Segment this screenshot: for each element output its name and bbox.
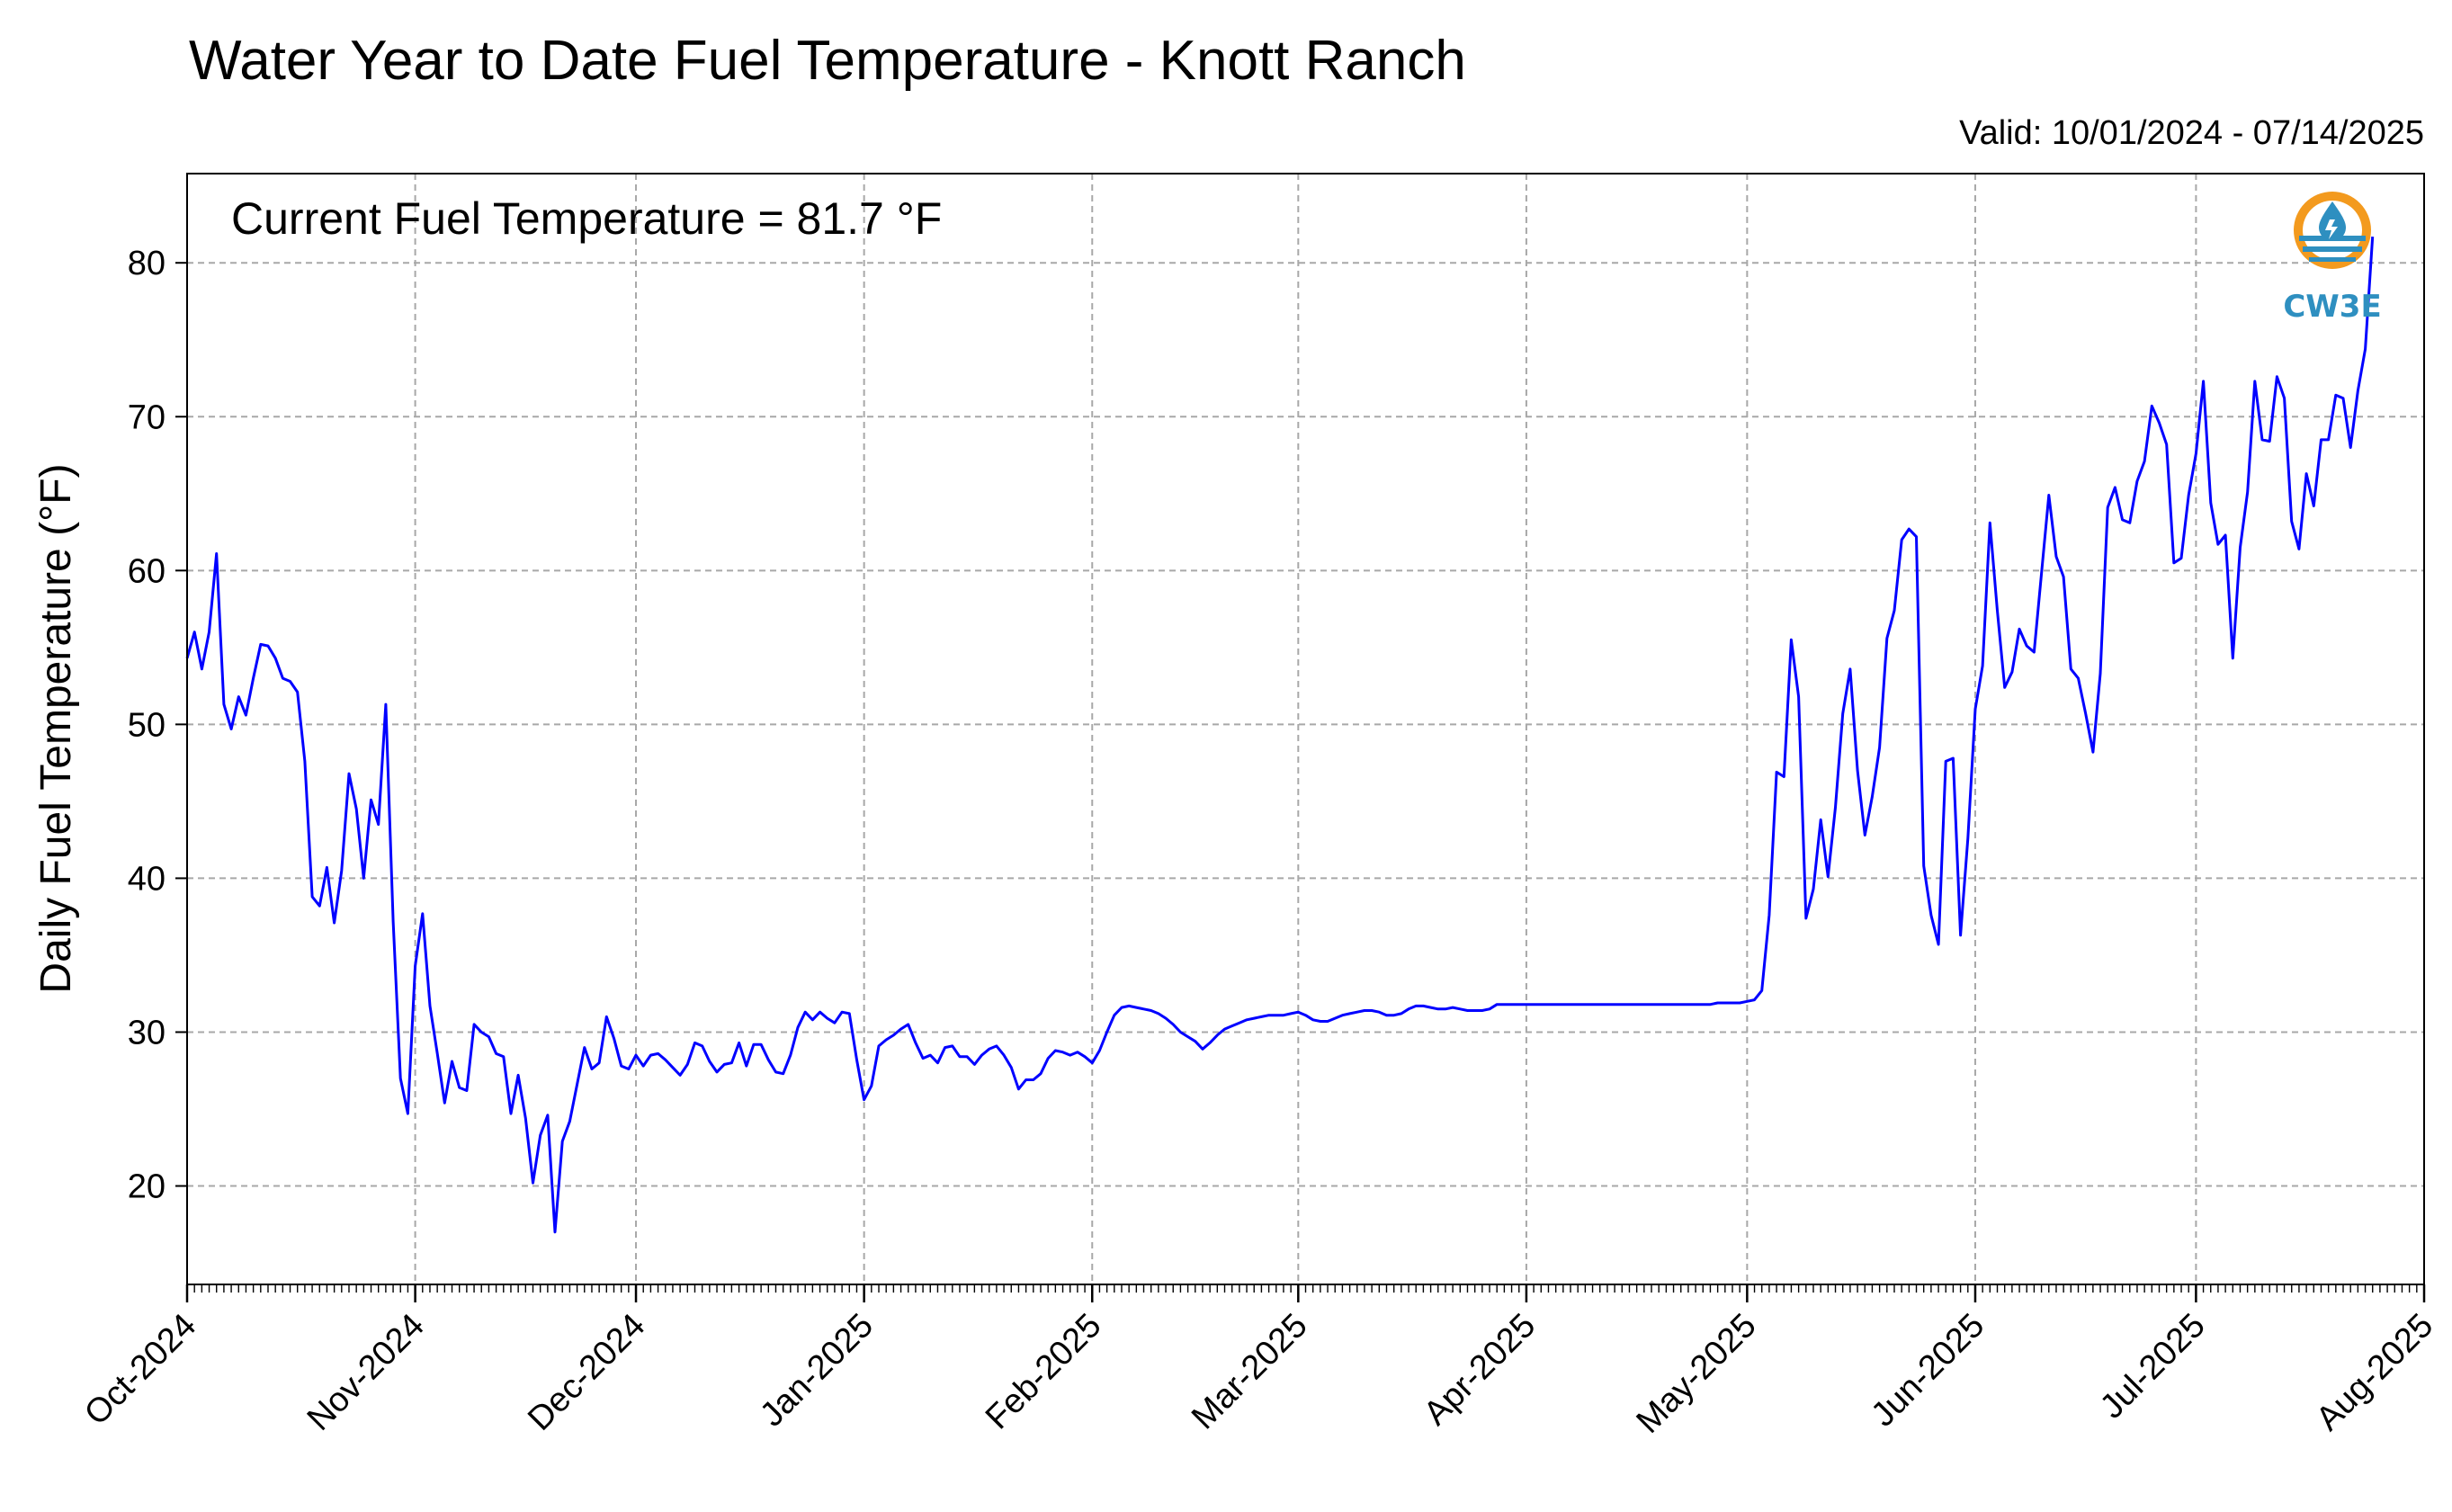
y-tick-label: 80	[128, 245, 166, 282]
current-fuel-temperature: Current Fuel Temperature = 81.7 °F	[231, 193, 942, 244]
x-tick-label: Oct-2024	[77, 1307, 203, 1433]
x-tick-label: May-2025	[1630, 1307, 1764, 1441]
x-tick-label: Jun-2025	[1865, 1307, 1992, 1435]
y-tick-label: 20	[128, 1168, 166, 1206]
axis-ticks	[175, 262, 2426, 1302]
x-tick-label: Nov-2024	[300, 1307, 432, 1438]
logo-text: CW3E	[2283, 289, 2381, 325]
y-axis-label: Daily Fuel Temperature (°F)	[32, 463, 80, 993]
fuel-temperature-line	[185, 237, 2375, 1234]
cw3e-logo: CW3E	[2283, 192, 2382, 325]
x-tick-label: Feb-2025	[979, 1307, 1109, 1437]
x-tick-labels: Oct-2024 Nov-2024 Dec-2024 Jan-2025 Feb-2025…	[77, 1307, 2440, 1441]
y-tick-label: 70	[128, 398, 166, 436]
x-tick-label: Mar-2025	[1185, 1307, 1315, 1437]
y-tick-label: 30	[128, 1014, 166, 1051]
x-tick-label: Jul-2025	[2093, 1307, 2213, 1427]
x-tick-label: Dec-2024	[521, 1307, 652, 1438]
y-tick-label: 40	[128, 860, 166, 898]
y-tick-labels: 20 30 40 50 60 70 80	[128, 245, 166, 1205]
logo-drop-mark	[2325, 219, 2338, 239]
x-tick-label: Apr-2025	[1417, 1307, 1543, 1433]
y-tick-label: 50	[128, 706, 166, 744]
y-tick-label: 60	[128, 552, 166, 590]
x-tick-label: Jan-2025	[753, 1307, 881, 1435]
x-minor-ticks	[186, 1284, 2425, 1293]
plot-frame	[186, 173, 2425, 1285]
valid-date-range: Valid: 10/01/2024 - 07/14/2025	[1959, 114, 2424, 152]
logo-waves	[2299, 236, 2366, 262]
x-tick-label: Aug-2025	[2309, 1307, 2440, 1438]
chart-title: Water Year to Date Fuel Temperature - Kn…	[189, 30, 1466, 92]
